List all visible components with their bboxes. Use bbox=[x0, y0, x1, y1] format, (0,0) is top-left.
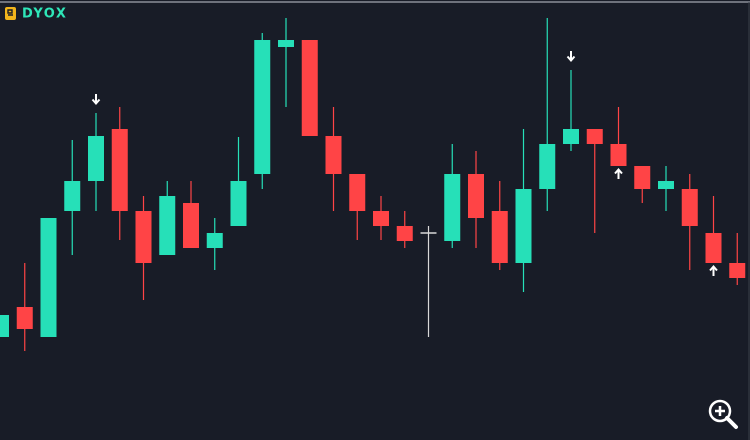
zoom-handle[interactable] bbox=[725, 416, 738, 429]
logo-glyph bbox=[7, 9, 13, 16]
candle-body bbox=[563, 129, 579, 144]
zoom-button[interactable] bbox=[708, 399, 738, 429]
candle-body bbox=[491, 211, 508, 263]
sell-arrow bbox=[566, 51, 576, 63]
candle-body bbox=[111, 129, 128, 211]
candle-body bbox=[183, 203, 199, 248]
buy-arrow bbox=[614, 167, 623, 179]
candle-body bbox=[539, 144, 556, 189]
candle-body bbox=[159, 196, 176, 255]
candle-body bbox=[610, 144, 627, 166]
candle-body bbox=[40, 218, 57, 337]
buy-arrow bbox=[709, 264, 718, 276]
sell-arrow bbox=[91, 94, 101, 106]
candle-body bbox=[396, 226, 413, 241]
candle-body bbox=[468, 174, 484, 218]
candle-body bbox=[206, 233, 223, 248]
candle-body bbox=[444, 174, 461, 241]
candle-body bbox=[515, 189, 532, 263]
candle-body bbox=[658, 181, 674, 189]
candle-body bbox=[729, 263, 746, 278]
candle-body bbox=[64, 181, 81, 211]
plot-area bbox=[0, 18, 746, 351]
candle-body bbox=[88, 136, 104, 181]
candle-body bbox=[16, 307, 33, 329]
candle-body bbox=[586, 129, 603, 144]
candle-body bbox=[301, 40, 318, 136]
logo: DYOX bbox=[5, 7, 67, 22]
candle-body bbox=[373, 211, 389, 226]
zoom-lens[interactable] bbox=[708, 399, 732, 423]
candle-body bbox=[634, 166, 651, 189]
candle-body bbox=[230, 181, 247, 226]
brand-name: DYOX bbox=[22, 7, 67, 22]
candle-body bbox=[681, 189, 698, 226]
candle-body bbox=[0, 315, 9, 337]
candle-body bbox=[254, 40, 271, 174]
candle-body bbox=[135, 211, 152, 263]
candle-body bbox=[349, 174, 366, 211]
zoom-plus[interactable] bbox=[715, 406, 725, 416]
candle-body bbox=[705, 233, 722, 263]
candle-body bbox=[278, 40, 294, 47]
candle-body bbox=[325, 136, 342, 174]
